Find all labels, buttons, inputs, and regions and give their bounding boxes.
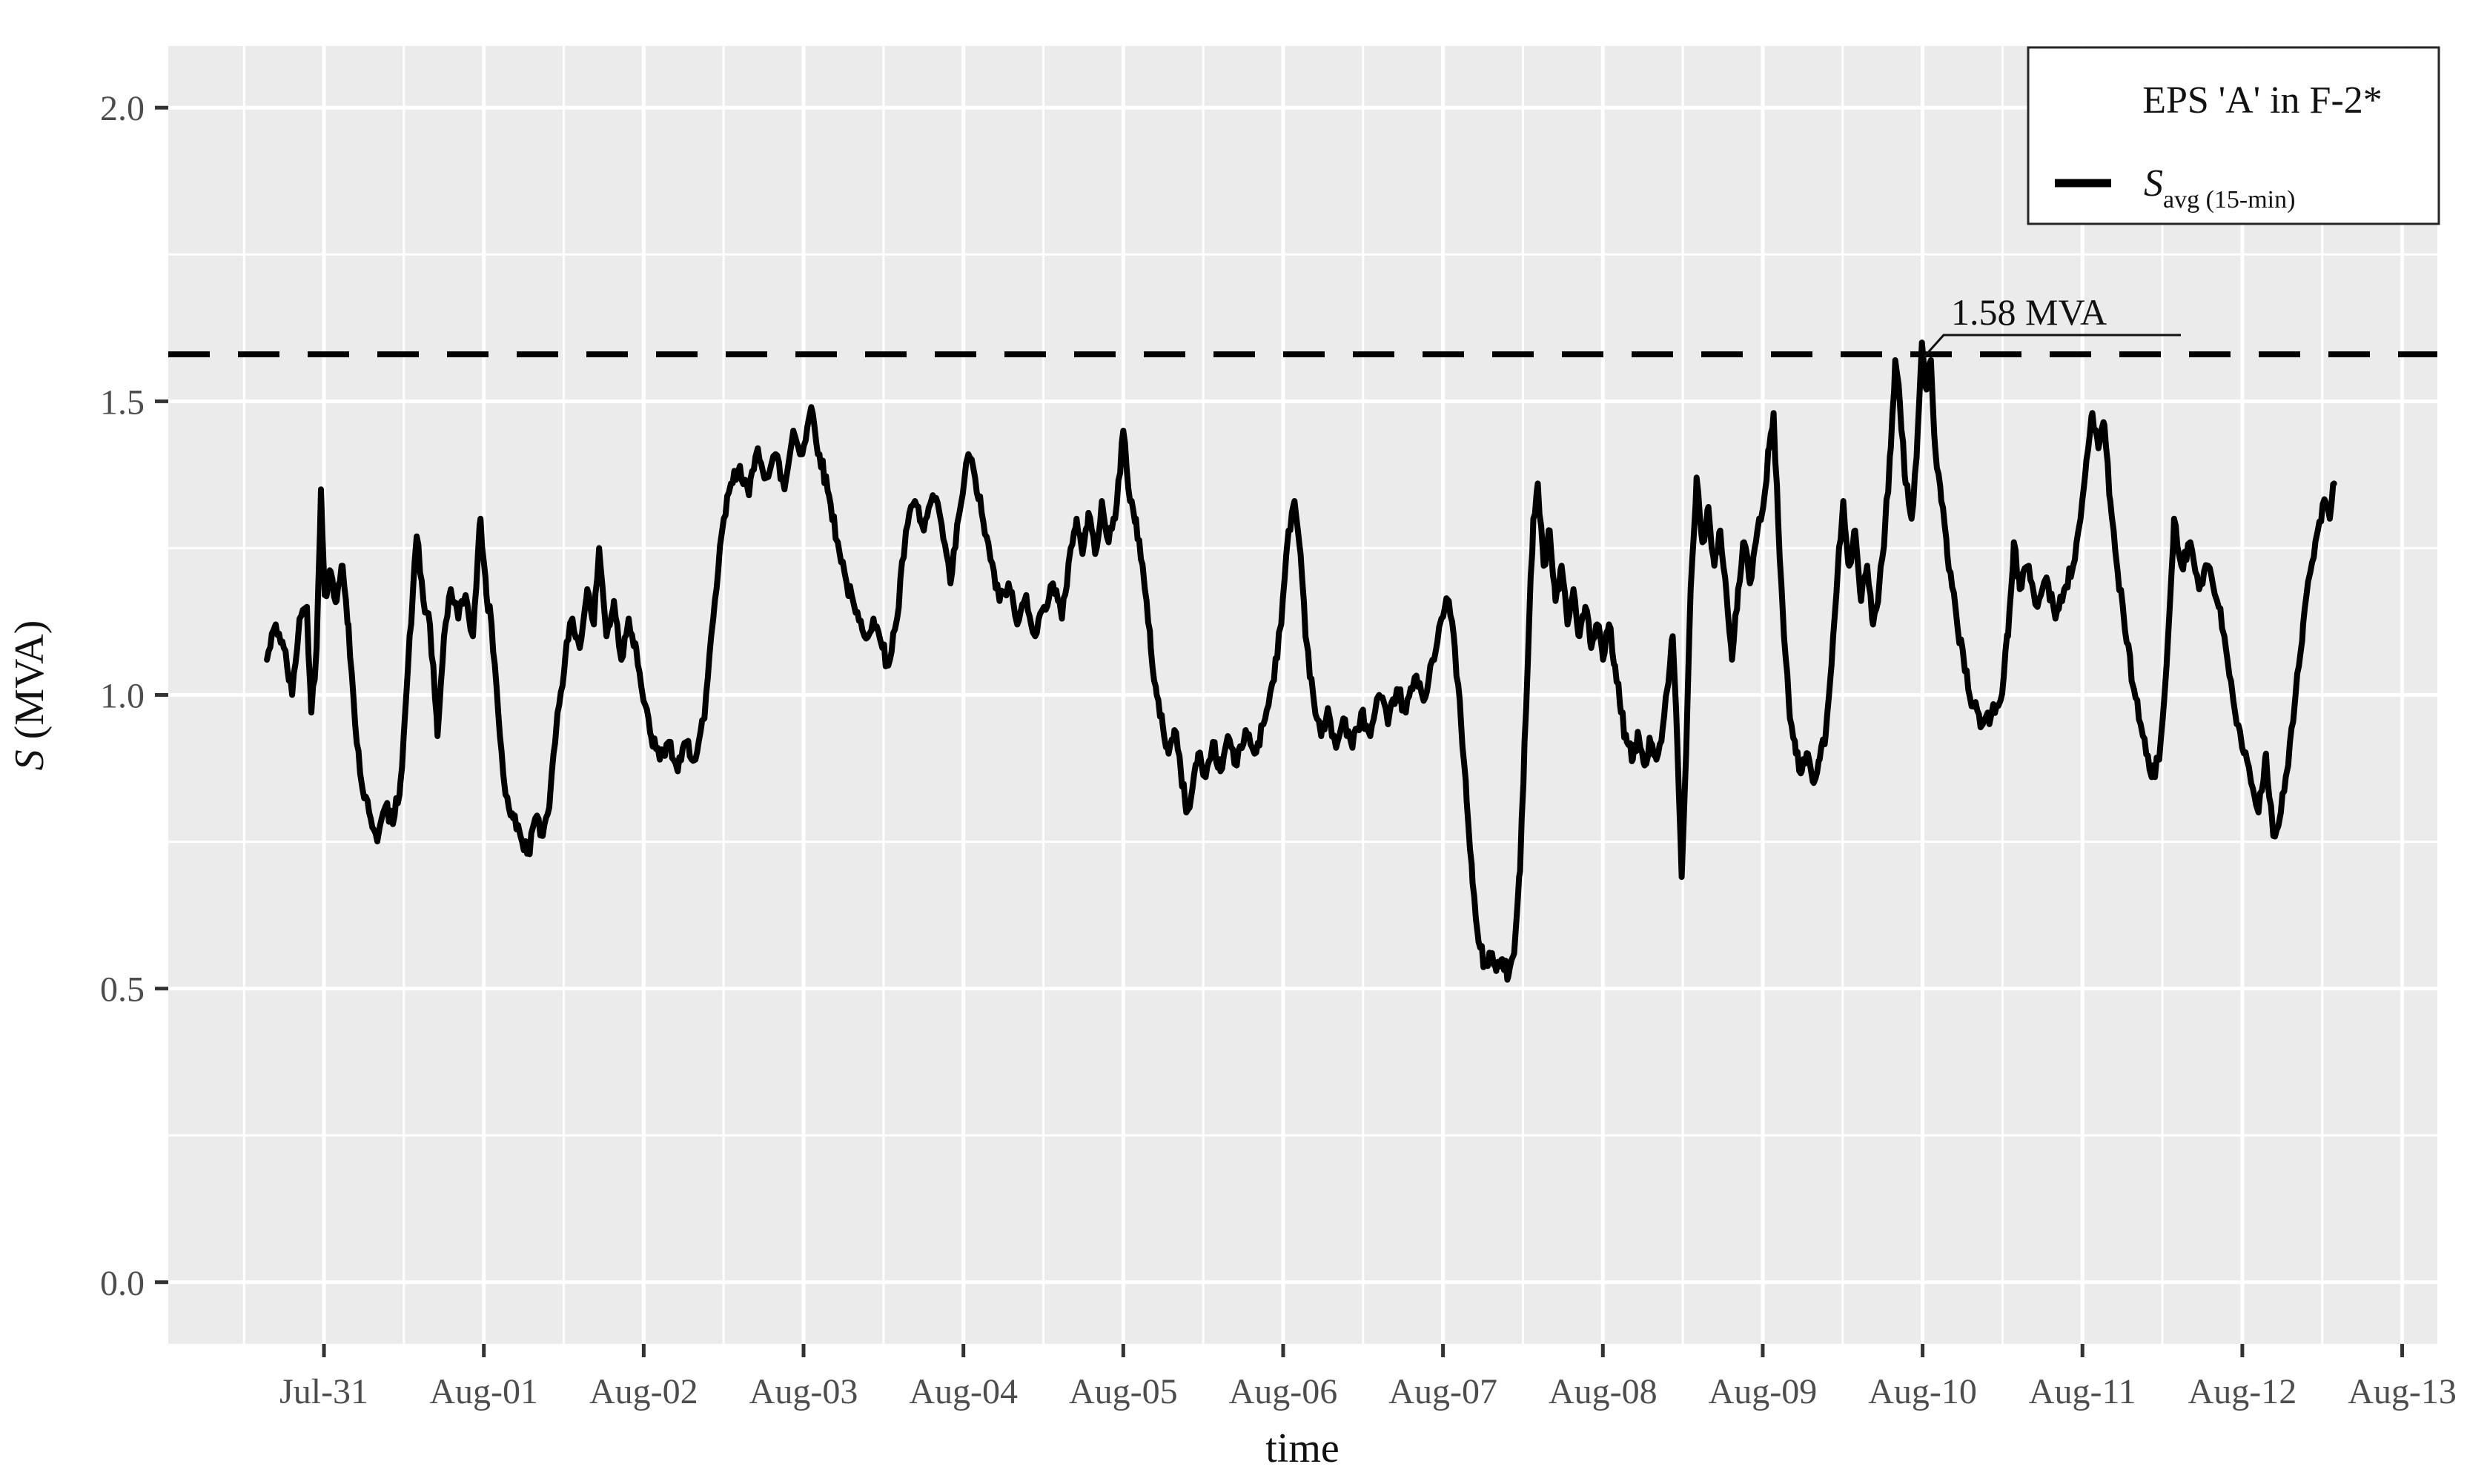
- y-axis-title-unit: (MVA): [7, 620, 53, 750]
- x-tick-label: Aug-01: [429, 1372, 538, 1411]
- annotation-leader-line: [1923, 334, 2181, 358]
- x-tick-label: Aug-03: [749, 1372, 858, 1411]
- x-tick-label: Aug-02: [589, 1372, 698, 1411]
- axis-tick-labels: Jul-31 Aug-01 Aug-02 Aug-03 Aug-04 Aug-05 Aug-…: [100, 89, 2457, 1411]
- legend-box: [2027, 46, 2440, 225]
- x-tick-label: Aug-05: [1069, 1372, 1178, 1411]
- x-tick-label: Aug-09: [1709, 1372, 1818, 1411]
- x-tick-label: Aug-08: [1549, 1372, 1658, 1411]
- legend-entry-label: Savg (15-min): [2144, 162, 2295, 213]
- x-axis-title: time: [1265, 1425, 1340, 1471]
- y-tick-label: 1.0: [100, 677, 145, 716]
- legend-entry-symbol: S: [2144, 162, 2163, 205]
- x-tick-label: Aug-10: [1868, 1372, 1977, 1411]
- series-group: [264, 339, 2337, 983]
- x-tick-label: Aug-04: [909, 1372, 1018, 1411]
- x-tick-label: Aug-06: [1229, 1372, 1338, 1411]
- x-tick-label: Aug-12: [2188, 1372, 2297, 1411]
- y-axis-title: S (MVA): [7, 620, 53, 771]
- axis-ticks: [155, 105, 2405, 1357]
- y-axis-title-symbol: S: [7, 749, 53, 770]
- x-tick-label: Aug-13: [2348, 1372, 2457, 1411]
- legend-entry-subscript: avg (15-min): [2163, 186, 2295, 213]
- x-tick-label: Jul-31: [279, 1372, 368, 1411]
- y-tick-label: 0.5: [100, 970, 145, 1010]
- annotation-label: 1.58 MVA: [1951, 291, 2107, 333]
- x-tick-label: Aug-07: [1388, 1372, 1497, 1411]
- legend-title: EPS 'A' in F-2*: [2142, 79, 2382, 122]
- x-tick-label: Aug-11: [2029, 1372, 2136, 1411]
- legend: EPS 'A' in F-2* Savg (15-min): [2027, 46, 2440, 225]
- y-tick-label: 2.0: [100, 89, 145, 128]
- y-tick-label: 1.5: [100, 382, 145, 422]
- gridlines-major: [168, 46, 2437, 1344]
- series-line: [264, 339, 2337, 983]
- y-tick-label: 0.0: [100, 1264, 145, 1303]
